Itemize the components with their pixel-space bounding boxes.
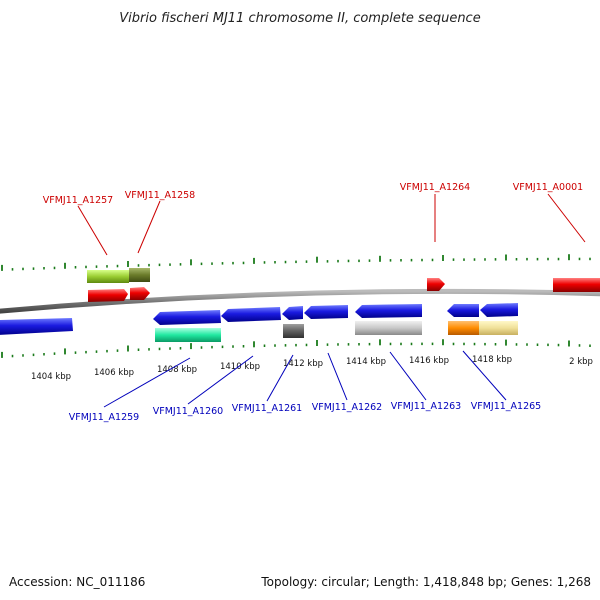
accession-text: Accession: NC_011186: [9, 575, 145, 589]
gene-feature-tan[interactable]: [479, 321, 518, 335]
lower-scale-ticks: [1, 339, 591, 358]
scale-label: 1418 kbp: [472, 355, 512, 365]
gene-feature-lime[interactable]: [87, 270, 129, 283]
scale-label: 1408 kbp: [157, 365, 197, 375]
gene-feature-olive[interactable]: [129, 268, 150, 282]
leader-line: [77, 205, 108, 256]
gene-arrow-a1264[interactable]: [427, 278, 445, 291]
scale-label: 1412 kbp: [283, 359, 323, 369]
gene-arrow-a1259[interactable]: [153, 310, 221, 325]
gene-label-a1260[interactable]: VFMJ11_A1260: [153, 406, 223, 417]
gene-label-a1263[interactable]: VFMJ11_A1263: [391, 401, 461, 412]
gene-label-a1264[interactable]: VFMJ11_A1264: [400, 182, 470, 193]
gene-arrow-blue-mid[interactable]: [447, 304, 479, 317]
leader-line: [103, 357, 191, 408]
scale-label: 1406 kbp: [94, 368, 134, 378]
bottom-gene-labels: VFMJ11_A1259 VFMJ11_A1260 VFMJ11_A1261 V…: [69, 350, 541, 423]
gene-label-a0001[interactable]: VFMJ11_A0001: [513, 182, 583, 193]
gene-feature-mint[interactable]: [155, 328, 221, 342]
gene-label-a1258[interactable]: VFMJ11_A1258: [125, 190, 195, 201]
leader-line: [327, 352, 348, 401]
gene-arrow-a1258[interactable]: [130, 287, 150, 300]
scale-label: 2 kbp: [569, 357, 593, 367]
scale-label: 1410 kbp: [220, 362, 260, 372]
gene-label-a1259[interactable]: VFMJ11_A1259: [69, 412, 139, 423]
gene-arrow-a1262[interactable]: [304, 305, 348, 319]
gene-label-a1261[interactable]: VFMJ11_A1261: [232, 403, 302, 414]
chromosome-backbone: [0, 288, 600, 314]
upper-scale-ticks: [1, 254, 591, 271]
gene-arrow-a1257[interactable]: [88, 289, 128, 302]
gene-arrow-blue-left[interactable]: [0, 318, 73, 335]
gene-arrow-a1260[interactable]: [221, 307, 281, 322]
gene-label-a1265[interactable]: VFMJ11_A1265: [471, 401, 541, 412]
scale-label: 1404 kbp: [31, 372, 71, 382]
gene-arrow-a1265[interactable]: [480, 303, 518, 317]
scale-label: 1414 kbp: [346, 357, 386, 367]
scale-labels: 1404 kbp 1406 kbp 1408 kbp 1410 kbp 1412…: [31, 355, 593, 382]
gene-arrow-a1263[interactable]: [355, 304, 422, 318]
leader-line: [462, 350, 507, 401]
gene-feature-orange[interactable]: [448, 321, 479, 335]
gene-arrow-a0001[interactable]: [553, 278, 600, 292]
topology-summary-text: Topology: circular; Length: 1,418,848 bp…: [260, 575, 591, 589]
gene-feature-silver[interactable]: [355, 321, 422, 335]
forward-strand-genes: [87, 268, 600, 302]
gene-label-a1257[interactable]: VFMJ11_A1257: [43, 195, 113, 206]
top-gene-labels: VFMJ11_A1257 VFMJ11_A1258 VFMJ11_A1264 V…: [43, 182, 586, 256]
gene-label-a1262[interactable]: VFMJ11_A1262: [312, 402, 382, 413]
leader-line: [137, 200, 161, 254]
leader-line: [389, 351, 427, 401]
gene-feature-gray[interactable]: [283, 324, 304, 338]
leader-line: [187, 355, 254, 405]
leader-line: [266, 354, 294, 402]
map-title: Vibrio fischeri MJ11 chromosome II, comp…: [119, 11, 480, 26]
leader-line: [547, 193, 586, 243]
reverse-strand-genes: [0, 303, 518, 342]
gene-arrow-a1261[interactable]: [282, 306, 303, 320]
scale-label: 1416 kbp: [409, 356, 449, 366]
